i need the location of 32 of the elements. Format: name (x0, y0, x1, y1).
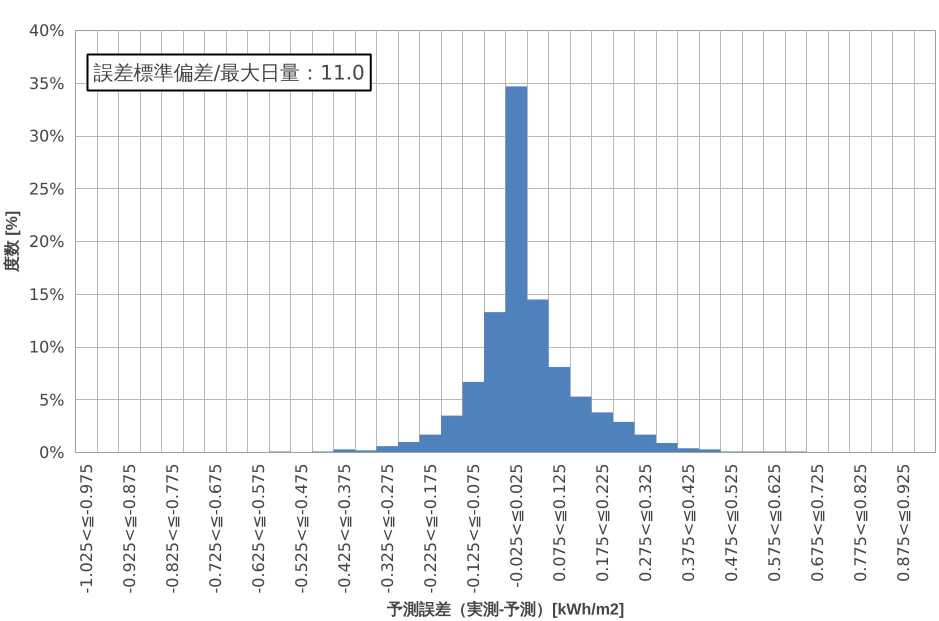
y-tick-label: 25% (28, 179, 64, 198)
y-axis-title: 度数 [%] (2, 210, 21, 274)
x-tick-label: 0.675<≦0.725 (808, 464, 827, 582)
x-tick-label: -0.825<≦-0.775 (162, 464, 182, 594)
x-tick-label: -0.625<≦-0.575 (248, 464, 268, 594)
x-tick-label: -0.225<≦-0.175 (420, 464, 440, 594)
y-tick-label: 35% (28, 74, 64, 93)
y-tick-label: 10% (28, 338, 64, 356)
x-tick-label: 0.175<≦0.225 (592, 464, 612, 582)
x-tick-label: -0.525<≦-0.475 (292, 464, 311, 594)
x-tick-label: -0.125<≦-0.075 (464, 464, 483, 594)
x-tick-label: -0.025<≦0.025 (506, 463, 526, 588)
annotation: 誤差標準偏差/最大日量：11.0 (94, 60, 365, 84)
y-tick-label: 5% (39, 390, 65, 410)
y-tick-label: 0% (39, 443, 65, 462)
y-tick-label: 30% (28, 126, 64, 146)
x-tick-label: 0.275<≦0.325 (636, 464, 655, 582)
x-tick-label: 0.075<≦0.125 (550, 464, 569, 582)
y-tick-label: 40% (28, 21, 64, 40)
x-tick-label: -0.425<≦-0.375 (334, 464, 354, 594)
x-tick-label: 0.475<≦0.525 (722, 464, 741, 582)
x-tick-label: -0.925<≦-0.875 (120, 464, 139, 594)
x-tick-label: -0.725<≦-0.675 (206, 464, 225, 594)
x-tick-label: 0.375<≦0.425 (678, 464, 698, 582)
x-tick-label: 0.575<≦0.625 (764, 464, 784, 582)
x-tick-label: 0.875<≦0.925 (894, 464, 913, 582)
x-tick-label: 0.775<≦0.825 (850, 464, 870, 582)
y-tick-label: 20% (28, 232, 64, 251)
y-tick-label: 15% (28, 284, 64, 304)
x-tick-label: -0.325<≦-0.275 (378, 464, 397, 594)
x-tick-label: -1.025<≦-0.975 (76, 464, 96, 594)
x-axis-title: 予測誤差（実測-予測）[kWh/m2] (386, 599, 624, 618)
